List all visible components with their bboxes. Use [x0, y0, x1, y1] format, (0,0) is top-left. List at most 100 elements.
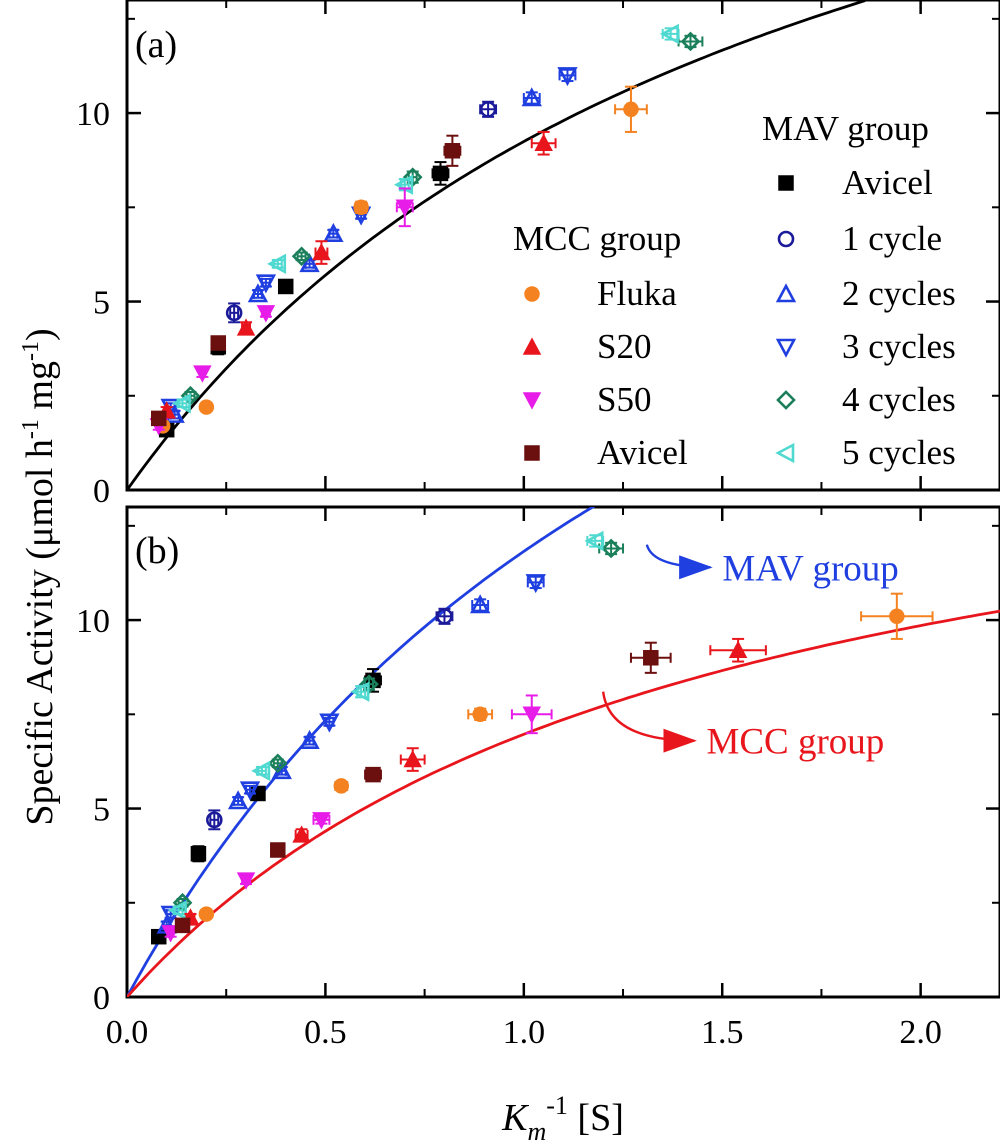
data-point-5-cycles [171, 393, 191, 414]
legend-mcc-entry-avicel: Avicel [597, 433, 688, 472]
legend-marker-4-cycles [776, 390, 796, 410]
data-point-mcc-avicel [270, 842, 286, 858]
legend-mcc-entry-s50: S50 [597, 380, 651, 419]
y-tick-label: 10 [76, 603, 110, 640]
data-point-mcc-avicel [174, 917, 191, 934]
x-tick-label: 2.0 [899, 1014, 942, 1051]
series-4-cycles [180, 31, 704, 406]
data-point-2-cycles [521, 87, 542, 107]
data-point-s50 [256, 305, 276, 323]
legend-mav-entry-5cycles: 5 cycles [842, 433, 956, 472]
data-point-fluka [353, 199, 369, 216]
fit-curve-a [127, 0, 866, 490]
data-point-5-cycles [251, 760, 271, 782]
data-point-mcc-avicel [365, 766, 381, 783]
fit-curve-mcc [127, 609, 1000, 997]
series-mcc-avicel [150, 134, 462, 427]
data-point-s50 [312, 812, 331, 830]
legend-marker-s50 [522, 392, 542, 410]
legend-mcc-title: MCC group [513, 219, 681, 258]
series-s50 [149, 187, 415, 436]
panel-b-frame [125, 505, 1000, 999]
data-point-5-cycles [584, 530, 604, 552]
legend-marker-3-cycles [775, 338, 797, 358]
x-tick-label: 1.0 [503, 1014, 546, 1051]
data-point-fluka [198, 906, 215, 922]
panel-b-fit-layer [127, 507, 1000, 997]
data-point-1-cycle [225, 304, 243, 322]
fit-curve-mav [127, 507, 596, 997]
legend-marker-s20 [522, 337, 542, 355]
data-point-mav-avicel [277, 278, 294, 295]
data-point-s50 [395, 199, 415, 217]
y-tick-label: 10 [76, 96, 110, 133]
series-s20 [157, 130, 557, 419]
data-point-s20 [312, 242, 331, 261]
legend-mcc-entry-fluka: Fluka [597, 274, 677, 313]
data-point-5-cycles [350, 681, 370, 702]
series-s50 [161, 694, 553, 943]
data-point-fluka [623, 101, 639, 118]
legend-mav-title: MAV group [762, 109, 929, 148]
data-point-mcc-avicel [444, 143, 461, 159]
annotation-arrow-mcc-group [601, 691, 697, 753]
y-axis-title-sup1: -1 [18, 419, 44, 439]
panel-a-frame [125, 0, 1000, 492]
data-point-s20 [728, 640, 748, 658]
data-point-2-cycles [323, 222, 344, 242]
legend-marker-mav-avicel [778, 175, 794, 191]
legend-mcc-entry-s20: S20 [597, 327, 651, 366]
y-axis-title-text: Specific Activity (μmol h-1 mg-1) [18, 328, 61, 825]
y-axis-title-part1: Specific Activity (μmol h [19, 439, 61, 826]
data-point-fluka [333, 778, 350, 794]
legend-mav-entry-1cycle: 1 cycle [842, 219, 942, 258]
data-point-s20 [236, 318, 256, 336]
data-point-3-cycles [255, 274, 277, 294]
annotation-arrow-mav-group [645, 544, 713, 580]
annotation-label-mav-group: MAV group [722, 548, 898, 589]
data-point-s50 [193, 365, 212, 383]
panel-b: 0.0 0.5 1.0 1.5 2.0 0 5 10 (b) MAV group MCC gro… [76, 505, 1000, 1051]
x-tick-label: 0.5 [304, 1014, 347, 1051]
data-point-1-cycle [436, 608, 453, 625]
data-point-fluka [198, 399, 215, 415]
panel-b-points-layer [150, 530, 934, 945]
data-point-s50 [522, 706, 542, 724]
data-point-mcc-avicel [643, 650, 659, 666]
series-4-cycles [172, 538, 625, 913]
data-point-4-cycles [267, 753, 288, 774]
y-axis-title-part2: mg [19, 361, 61, 419]
legend-mav-entry-avicel: Avicel [842, 163, 933, 202]
series-3-cycles [160, 574, 546, 925]
data-point-s20 [403, 749, 422, 768]
data-point-mav-avicel [190, 846, 207, 862]
series-mcc-avicel [174, 641, 672, 934]
data-point-4-cycles [291, 246, 312, 267]
panel-a-fit-layer [127, 0, 866, 490]
data-point-s50 [161, 925, 180, 943]
data-point-5-cycles [167, 900, 187, 921]
legend-marker-mcc-avicel [524, 445, 540, 461]
data-point-1-cycle [479, 101, 497, 118]
series-2-cycles [164, 87, 542, 423]
panel-b-annotations: MAV group MCC group [601, 544, 899, 763]
data-point-2-cycles [247, 283, 269, 303]
x-axis-title: Km-1 [S] [501, 1091, 624, 1144]
panel-b-ticks: 0.0 0.5 1.0 1.5 2.0 0 5 10 [76, 507, 1000, 1051]
series-1-cycle [225, 100, 498, 324]
y-axis-title: Specific Activity (μmol h-1 mg-1) [18, 328, 61, 825]
y-axis-title-part3: ) [19, 328, 61, 341]
data-point-3-cycles [525, 574, 546, 594]
x-axis-title-sub: m [527, 1117, 546, 1144]
data-point-2-cycles [299, 253, 320, 273]
data-point-s20 [534, 133, 553, 151]
legend-mav-entry-4cycles: 4 cycles [842, 380, 956, 419]
legend-marker-1-cycle [777, 230, 795, 248]
data-point-mcc-avicel [210, 335, 227, 351]
series-2-cycles [156, 594, 491, 934]
data-point-1-cycle [206, 811, 223, 829]
data-point-2-cycles [299, 729, 320, 749]
x-tick-label: 1.5 [701, 1014, 744, 1051]
y-tick-label: 0 [93, 473, 110, 510]
